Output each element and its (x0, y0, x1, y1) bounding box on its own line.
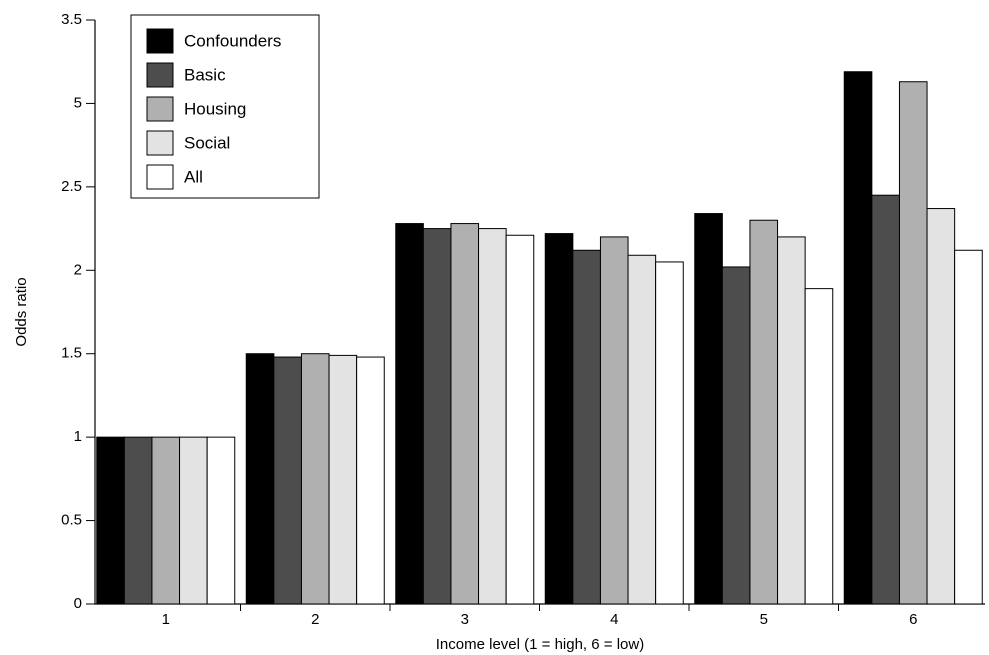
legend-label: Confounders (184, 31, 281, 50)
x-tick-label: 3 (461, 611, 469, 628)
bar (721, 266, 751, 605)
x-tick-label: 5 (760, 611, 768, 628)
bar (206, 436, 236, 605)
bar (898, 81, 928, 605)
bar (749, 219, 779, 605)
bar (356, 356, 385, 605)
bar (300, 353, 330, 605)
bar (804, 288, 834, 605)
bar (123, 436, 153, 605)
bar (96, 436, 125, 605)
y-tick-label: 2 (74, 261, 82, 278)
x-tick-label: 1 (162, 611, 170, 628)
bar (871, 194, 900, 605)
legend-label: Social (184, 133, 230, 152)
bar (599, 236, 629, 605)
bar (505, 234, 535, 605)
legend-swatch (146, 28, 174, 54)
bar (273, 356, 302, 605)
legend-label: Basic (184, 65, 226, 84)
y-tick-label: 2.5 (61, 178, 82, 195)
bar (422, 228, 452, 605)
bar (245, 353, 275, 605)
legend-swatch (146, 62, 174, 88)
bar (328, 354, 358, 605)
legend-swatch (146, 130, 174, 156)
bar (926, 208, 956, 605)
x-tick-label: 2 (311, 611, 319, 628)
bar (954, 249, 983, 605)
x-tick-label: 4 (610, 611, 618, 628)
legend-swatch (146, 96, 174, 122)
y-tick-label: 1 (74, 428, 82, 445)
x-tick-label: 6 (909, 611, 917, 628)
bar (544, 233, 574, 605)
bar (627, 254, 657, 605)
bar (151, 436, 181, 605)
legend-label: All (184, 167, 203, 186)
x-axis-label: Income level (1 = high, 6 = low) (436, 636, 644, 653)
y-tick-label: 3.5 (61, 11, 82, 28)
y-tick-label: 0 (74, 595, 82, 612)
bar (694, 213, 723, 605)
legend-label: Housing (184, 99, 246, 118)
bar (655, 261, 684, 605)
bar (179, 436, 208, 605)
legend-swatch (146, 164, 174, 190)
bar (843, 71, 873, 605)
y-tick-label: 1.5 (61, 345, 82, 362)
bar (395, 223, 424, 605)
y-tick-label: 0.5 (61, 512, 82, 529)
bar (777, 236, 806, 605)
y-axis-label: Odds ratio (13, 277, 30, 346)
y-tick-label: 5 (74, 94, 82, 111)
bar (572, 249, 601, 605)
bar (450, 223, 480, 605)
bar (478, 228, 507, 605)
